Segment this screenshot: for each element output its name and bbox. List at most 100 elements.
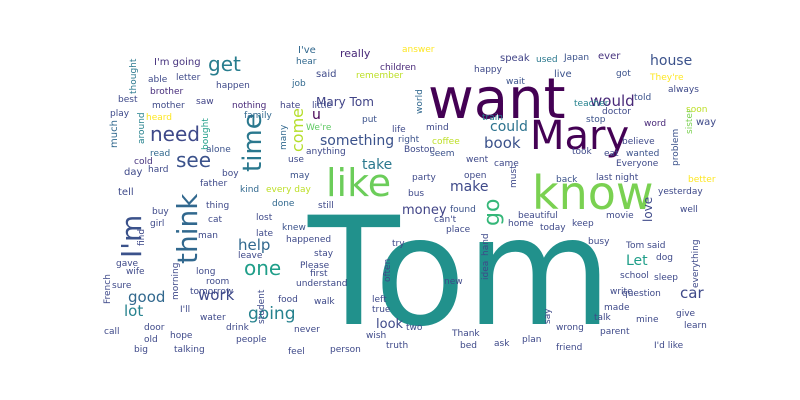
cloud-word-job: job bbox=[292, 79, 306, 89]
cloud-word-wish: wish bbox=[366, 331, 387, 341]
cloud-word-took: took bbox=[572, 147, 592, 157]
cloud-word-busy: busy bbox=[588, 237, 610, 247]
cloud-word-good: good bbox=[128, 288, 166, 306]
cloud-word-ill: I'll bbox=[180, 305, 191, 315]
cloud-word-money: money bbox=[402, 203, 447, 218]
cloud-word-house: house bbox=[650, 53, 693, 69]
cloud-word-question: question bbox=[622, 289, 661, 299]
cloud-word-often: often bbox=[383, 258, 393, 282]
cloud-word-water: water bbox=[200, 313, 226, 323]
cloud-word-ever: ever bbox=[598, 51, 621, 62]
cloud-word-stop: stop bbox=[586, 115, 606, 125]
cloud-word-best: best bbox=[118, 95, 138, 105]
cloud-word-teacher: teacher bbox=[574, 99, 609, 109]
cloud-word-walk: walk bbox=[314, 297, 335, 307]
cloud-word-find: find bbox=[137, 228, 147, 246]
cloud-word-come: come bbox=[288, 107, 307, 152]
cloud-word-better: better bbox=[688, 175, 716, 185]
cloud-word-old: old bbox=[144, 335, 158, 345]
cloud-word-idea: idea bbox=[481, 260, 491, 280]
cloud-word-use: use bbox=[288, 155, 304, 165]
cloud-word-boy: boy bbox=[222, 169, 239, 179]
cloud-word-man: man bbox=[198, 231, 218, 241]
cloud-word-new: new bbox=[444, 277, 463, 287]
cloud-word-around: around bbox=[137, 112, 147, 144]
cloud-word-problem: problem bbox=[671, 128, 681, 166]
cloud-word-letter: letter bbox=[176, 73, 201, 83]
cloud-word-lot: lot bbox=[124, 302, 144, 320]
cloud-word-hard: hard bbox=[148, 165, 169, 175]
cloud-word-would: would bbox=[590, 92, 635, 110]
cloud-word-happy: happy bbox=[474, 65, 502, 75]
cloud-word-feel: feel bbox=[288, 347, 305, 357]
cloud-word-help: help bbox=[238, 236, 271, 254]
cloud-word-ask: ask bbox=[494, 339, 510, 349]
cloud-word-back: back bbox=[556, 175, 578, 185]
cloud-word-eat: eat bbox=[604, 149, 619, 159]
cloud-word-time: time bbox=[238, 113, 268, 172]
cloud-word-found: found bbox=[450, 205, 476, 215]
cloud-word-live: live bbox=[554, 69, 572, 80]
cloud-word-wanted: wanted bbox=[626, 149, 660, 159]
cloud-word-thing: thing bbox=[206, 201, 230, 211]
cloud-word-drink: drink bbox=[226, 323, 249, 333]
cloud-word-everything: everything bbox=[691, 239, 701, 288]
cloud-word-long: long bbox=[196, 267, 216, 277]
cloud-word-tom: Tom bbox=[308, 186, 613, 360]
cloud-word-able: able bbox=[148, 75, 168, 85]
cloud-word-learn: learn bbox=[684, 321, 707, 331]
cloud-word-believe: believe bbox=[622, 137, 655, 147]
cloud-word-talk: talk bbox=[594, 313, 611, 323]
cloud-word-way: way bbox=[696, 117, 717, 128]
cloud-word-need: need bbox=[150, 122, 200, 146]
cloud-word-wife: wife bbox=[126, 267, 145, 277]
cloud-word-speak: speak bbox=[500, 53, 530, 64]
cloud-word-came: came bbox=[494, 159, 519, 169]
cloud-word-tom-said: Tom said bbox=[626, 241, 666, 251]
cloud-word-get: get bbox=[208, 52, 241, 76]
cloud-word-much: much bbox=[109, 120, 120, 148]
cloud-word-buy: buy bbox=[152, 207, 169, 217]
cloud-word-told: told bbox=[634, 93, 652, 103]
cloud-word-room: room bbox=[206, 277, 230, 287]
cloud-word-school: school bbox=[620, 271, 649, 281]
cloud-word-give: give bbox=[676, 309, 696, 319]
cloud-word-nothing: nothing bbox=[232, 101, 267, 111]
cloud-word-really: really bbox=[340, 47, 371, 60]
cloud-word-open: open bbox=[464, 171, 487, 181]
cloud-word-went: went bbox=[466, 155, 489, 165]
cloud-word-yesterday: yesterday bbox=[658, 187, 703, 197]
cloud-word-mary: Mary bbox=[530, 113, 630, 159]
cloud-word-japan: Japan bbox=[564, 53, 590, 63]
cloud-word-like: like bbox=[326, 161, 392, 205]
cloud-word-anything: anything bbox=[306, 147, 346, 157]
cloud-word-life: life bbox=[392, 125, 406, 135]
cloud-word-stay: stay bbox=[314, 249, 334, 259]
cloud-word-knew: knew bbox=[282, 223, 306, 233]
cloud-word-first: first bbox=[310, 269, 328, 279]
cloud-word-left: left bbox=[372, 295, 387, 305]
cloud-word-big: big bbox=[134, 345, 148, 355]
cloud-word-write: write bbox=[610, 287, 633, 297]
cloud-word-today: today bbox=[540, 223, 566, 233]
cloud-word-look: look bbox=[376, 317, 404, 332]
cloud-word-happen: happen bbox=[216, 81, 250, 91]
cloud-word-ive: I've bbox=[298, 45, 316, 56]
cloud-word-love: love bbox=[641, 196, 655, 222]
cloud-word-could: could bbox=[490, 119, 528, 135]
cloud-word-said: said bbox=[316, 69, 337, 80]
cloud-word-boston: Boston bbox=[404, 145, 436, 155]
cloud-word-let: Let bbox=[626, 253, 648, 269]
cloud-word-well: well bbox=[680, 205, 698, 215]
cloud-word-sleep: sleep bbox=[654, 273, 678, 283]
cloud-word-true: true bbox=[372, 305, 391, 315]
cloud-word-something: something bbox=[320, 133, 395, 149]
cloud-word-talking: talking bbox=[174, 345, 205, 355]
cloud-word-take: take bbox=[362, 157, 393, 173]
cloud-word-everyone: Everyone bbox=[616, 159, 659, 169]
cloud-word-u: u bbox=[312, 107, 321, 123]
cloud-word-many: many bbox=[279, 124, 289, 150]
cloud-word-sure: sure bbox=[112, 281, 132, 291]
cloud-word-were: We're bbox=[306, 123, 332, 133]
